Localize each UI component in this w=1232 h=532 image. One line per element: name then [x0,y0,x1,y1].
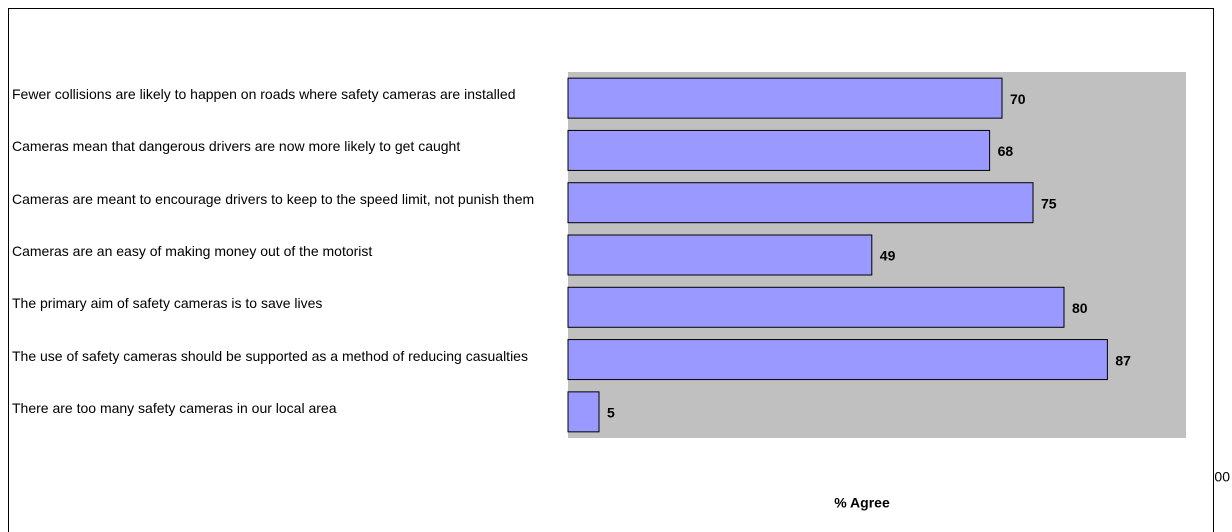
bar [567,339,1108,381]
value-label: 70 [1010,91,1026,107]
category-label: There are too many safety cameras in our… [12,399,337,416]
value-label: 5 [607,405,615,421]
bar [567,286,1065,328]
bar [567,129,991,171]
category-label: Cameras are an easy of making money out … [12,243,373,259]
bar [567,391,600,433]
category-label: The use of safety cameras should be supp… [12,347,528,364]
x-axis-title: % Agree [834,495,890,511]
value-label: 68 [998,143,1014,159]
value-label: 87 [1115,352,1131,368]
value-label: 49 [880,248,896,264]
category-label: Cameras mean that dangerous drivers are … [12,138,461,155]
bar [567,182,1034,224]
bar [567,77,1003,119]
frame [8,8,1214,532]
value-label: 80 [1072,300,1088,316]
bar [567,234,873,276]
category-label: The primary aim of safety cameras is to … [12,295,323,312]
category-label: Fewer collisions are likely to happen on… [12,86,516,103]
category-label: Cameras are meant to encourage drivers t… [12,190,535,207]
x-tick-label: 100 [1207,469,1231,485]
value-label: 75 [1041,195,1057,211]
